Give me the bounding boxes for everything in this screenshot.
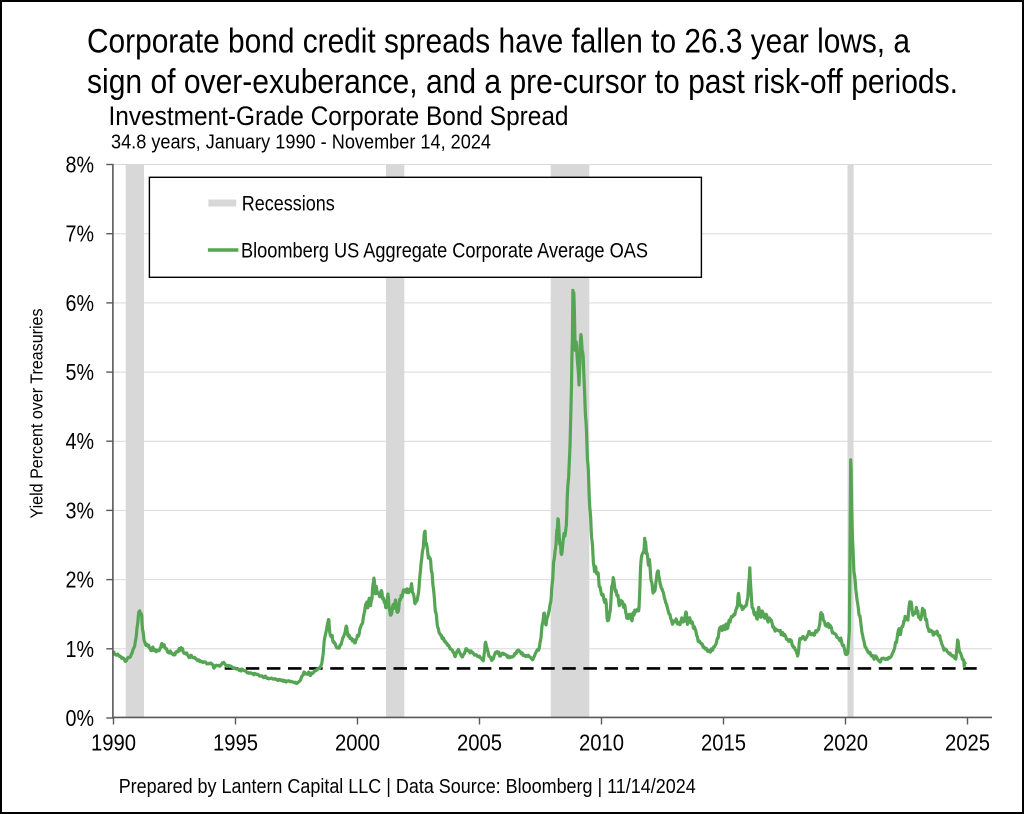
svg-text:Corporate bond credit spreads: Corporate bond credit spreads have falle… xyxy=(87,23,910,61)
svg-text:2%: 2% xyxy=(66,567,95,593)
svg-text:Prepared by Lantern Capital LL: Prepared by Lantern Capital LLC | Data S… xyxy=(119,775,696,798)
svg-text:2000: 2000 xyxy=(335,730,380,756)
svg-text:1995: 1995 xyxy=(213,730,258,756)
svg-text:Bloomberg US Aggregate Corpora: Bloomberg US Aggregate Corporate Average… xyxy=(241,240,648,263)
svg-text:Investment-Grade Corporate Bon: Investment-Grade Corporate Bond Spread xyxy=(109,101,569,131)
svg-text:0%: 0% xyxy=(66,705,95,731)
svg-text:2005: 2005 xyxy=(457,730,502,756)
svg-text:7%: 7% xyxy=(66,221,95,247)
svg-text:2020: 2020 xyxy=(823,730,868,756)
svg-text:6%: 6% xyxy=(66,290,95,316)
svg-text:1990: 1990 xyxy=(91,730,136,756)
svg-text:Recessions: Recessions xyxy=(242,193,335,216)
svg-text:5%: 5% xyxy=(66,359,95,385)
svg-text:3%: 3% xyxy=(66,497,95,523)
svg-text:4%: 4% xyxy=(66,428,95,454)
svg-text:2010: 2010 xyxy=(579,730,624,756)
svg-text:2015: 2015 xyxy=(701,730,746,756)
svg-text:sign of over-exuberance, and a: sign of over-exuberance, and a pre-curso… xyxy=(87,63,958,101)
svg-text:34.8 years, January 1990 - Nov: 34.8 years, January 1990 - November 14, … xyxy=(111,130,491,153)
svg-text:8%: 8% xyxy=(66,152,95,178)
svg-text:1%: 1% xyxy=(66,636,95,662)
svg-text:2025: 2025 xyxy=(945,730,990,756)
svg-text:Yield Percent over Treasuries: Yield Percent over Treasuries xyxy=(27,308,47,518)
